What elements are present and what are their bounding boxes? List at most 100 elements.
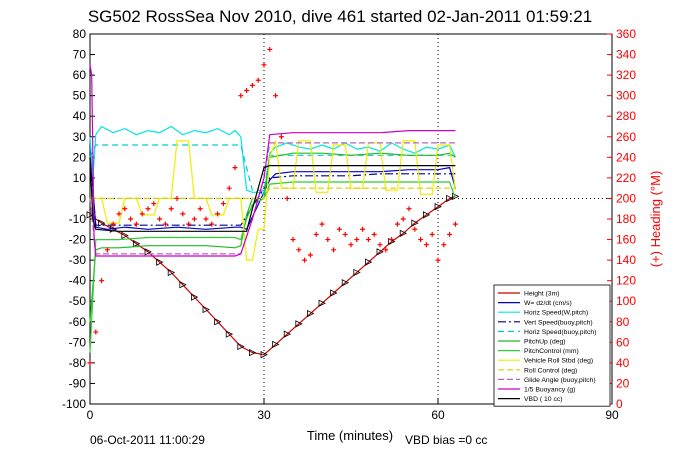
height-marker: [179, 281, 187, 289]
heading-marker: [331, 247, 337, 253]
y-right-tick-label: 80: [616, 315, 630, 329]
height-marker: [423, 211, 431, 219]
y-tick-label: -30: [69, 253, 87, 267]
height-marker: [376, 248, 384, 256]
height-marker: [411, 219, 419, 227]
heading-marker: [394, 221, 400, 227]
heading-marker: [336, 226, 342, 232]
series-line-7: [90, 140, 456, 261]
y-tick-label: -60: [69, 315, 87, 329]
x-tick-label: 30: [257, 408, 271, 422]
height-marker: [272, 340, 280, 349]
heading-marker: [215, 211, 221, 217]
chart-title: SG502 RossSea Nov 2010, dive 461 started…: [88, 7, 592, 26]
series-group: [86, 46, 460, 366]
height-marker: [399, 229, 408, 238]
height-marker: [133, 240, 141, 248]
legend-label: Glide Angle (buoy,pitch): [524, 377, 596, 384]
heading-marker: [406, 206, 412, 212]
heading-marker: [203, 216, 209, 222]
legend-label: Horiz Speed(buoy,pitch): [524, 329, 596, 336]
y-tick-label: -40: [69, 274, 87, 288]
height-marker: [283, 330, 292, 338]
heading-marker: [441, 242, 447, 248]
heading-marker: [307, 252, 313, 258]
series-line-8: [90, 187, 456, 199]
heading-marker: [116, 211, 122, 217]
y-tick-label: 80: [73, 27, 87, 41]
y-right-tick-label: 160: [616, 233, 636, 247]
height-marker: [307, 309, 315, 318]
heading-marker: [360, 226, 366, 232]
footer-vbd-bias: VBD bias =0 cc: [405, 433, 487, 447]
heading-marker: [168, 206, 174, 212]
y-right-tick-label: 120: [616, 274, 636, 288]
heading-marker: [174, 195, 180, 201]
heading-marker: [452, 221, 458, 227]
heading-marker: [383, 247, 389, 253]
y-tick-label: -90: [69, 376, 87, 390]
height-marker: [121, 231, 129, 240]
heading-marker: [325, 237, 331, 243]
x-tick-label: 60: [431, 408, 445, 422]
heading-marker: [365, 237, 371, 243]
legend-label: PitchControl (mm): [524, 348, 579, 355]
x-axis-label: Time (minutes): [307, 428, 393, 443]
height-marker: [260, 351, 268, 359]
heading-marker: [313, 231, 319, 237]
y-tick-label: -50: [69, 294, 87, 308]
heading-marker: [377, 242, 383, 248]
height-marker: [191, 293, 199, 301]
y-tick-label: 60: [73, 68, 87, 82]
height-marker: [365, 258, 373, 266]
y-right-tick-label: 240: [616, 150, 636, 164]
height-marker: [295, 320, 303, 328]
heading-marker: [197, 206, 203, 212]
height-marker: [318, 299, 326, 307]
heading-marker: [267, 46, 273, 52]
y-right-tick-label: 280: [616, 109, 636, 123]
heading-marker: [290, 237, 296, 243]
legend-label: Height (3m): [524, 291, 560, 298]
grid: [90, 34, 612, 404]
footer-date: 06-Oct-2011 11:00:29: [90, 433, 205, 447]
height-marker: [156, 258, 164, 266]
legend-label: Vert Speed(buoy,pitch): [524, 319, 593, 326]
heading-marker: [348, 242, 354, 248]
y-right-tick-label: 140: [616, 253, 636, 267]
heading-marker: [429, 231, 435, 237]
y-right-tick-label: 360: [616, 27, 636, 41]
series-line-2: [89, 125, 456, 196]
height-marker: [330, 289, 338, 297]
heading-marker: [93, 329, 99, 335]
legend-label: Vehicle Roll Stbd (deg): [524, 358, 593, 365]
heading-marker: [389, 237, 395, 243]
y-tick-label: -10: [69, 212, 87, 226]
heading-marker: [226, 185, 232, 191]
y-axis-right-label: (+) Heading (°M): [648, 171, 663, 268]
y-tick-label: -100: [62, 397, 86, 411]
legend-label: 1/5 Buoyancy (g): [524, 387, 575, 394]
heading-marker: [354, 237, 360, 243]
series-line-6: [89, 181, 456, 353]
heading-marker: [122, 206, 128, 212]
heading-marker: [209, 221, 215, 227]
heading-marker: [238, 93, 244, 99]
heading-marker: [418, 237, 424, 243]
height-marker: [249, 348, 257, 357]
heading-marker: [302, 257, 308, 263]
heading-marker: [133, 221, 139, 227]
y-tick-label: 20: [73, 150, 87, 164]
y-tick-label: 0: [79, 191, 86, 205]
y-right-tick-label: 100: [616, 294, 636, 308]
heading-marker: [99, 278, 105, 284]
series-line-11: [89, 157, 456, 232]
heading-marker: [244, 88, 250, 94]
y-tick-label: 40: [73, 109, 87, 123]
x-tick-label: 90: [605, 408, 619, 422]
legend-label: Roll Control (deg): [524, 367, 577, 374]
heading-marker: [186, 221, 192, 227]
legend: Height (3m) W= dz/dt (cm/s) Horiz Speed(W,…: [493, 284, 611, 407]
y-tick-label: 70: [73, 48, 87, 62]
height-marker: [86, 211, 94, 219]
